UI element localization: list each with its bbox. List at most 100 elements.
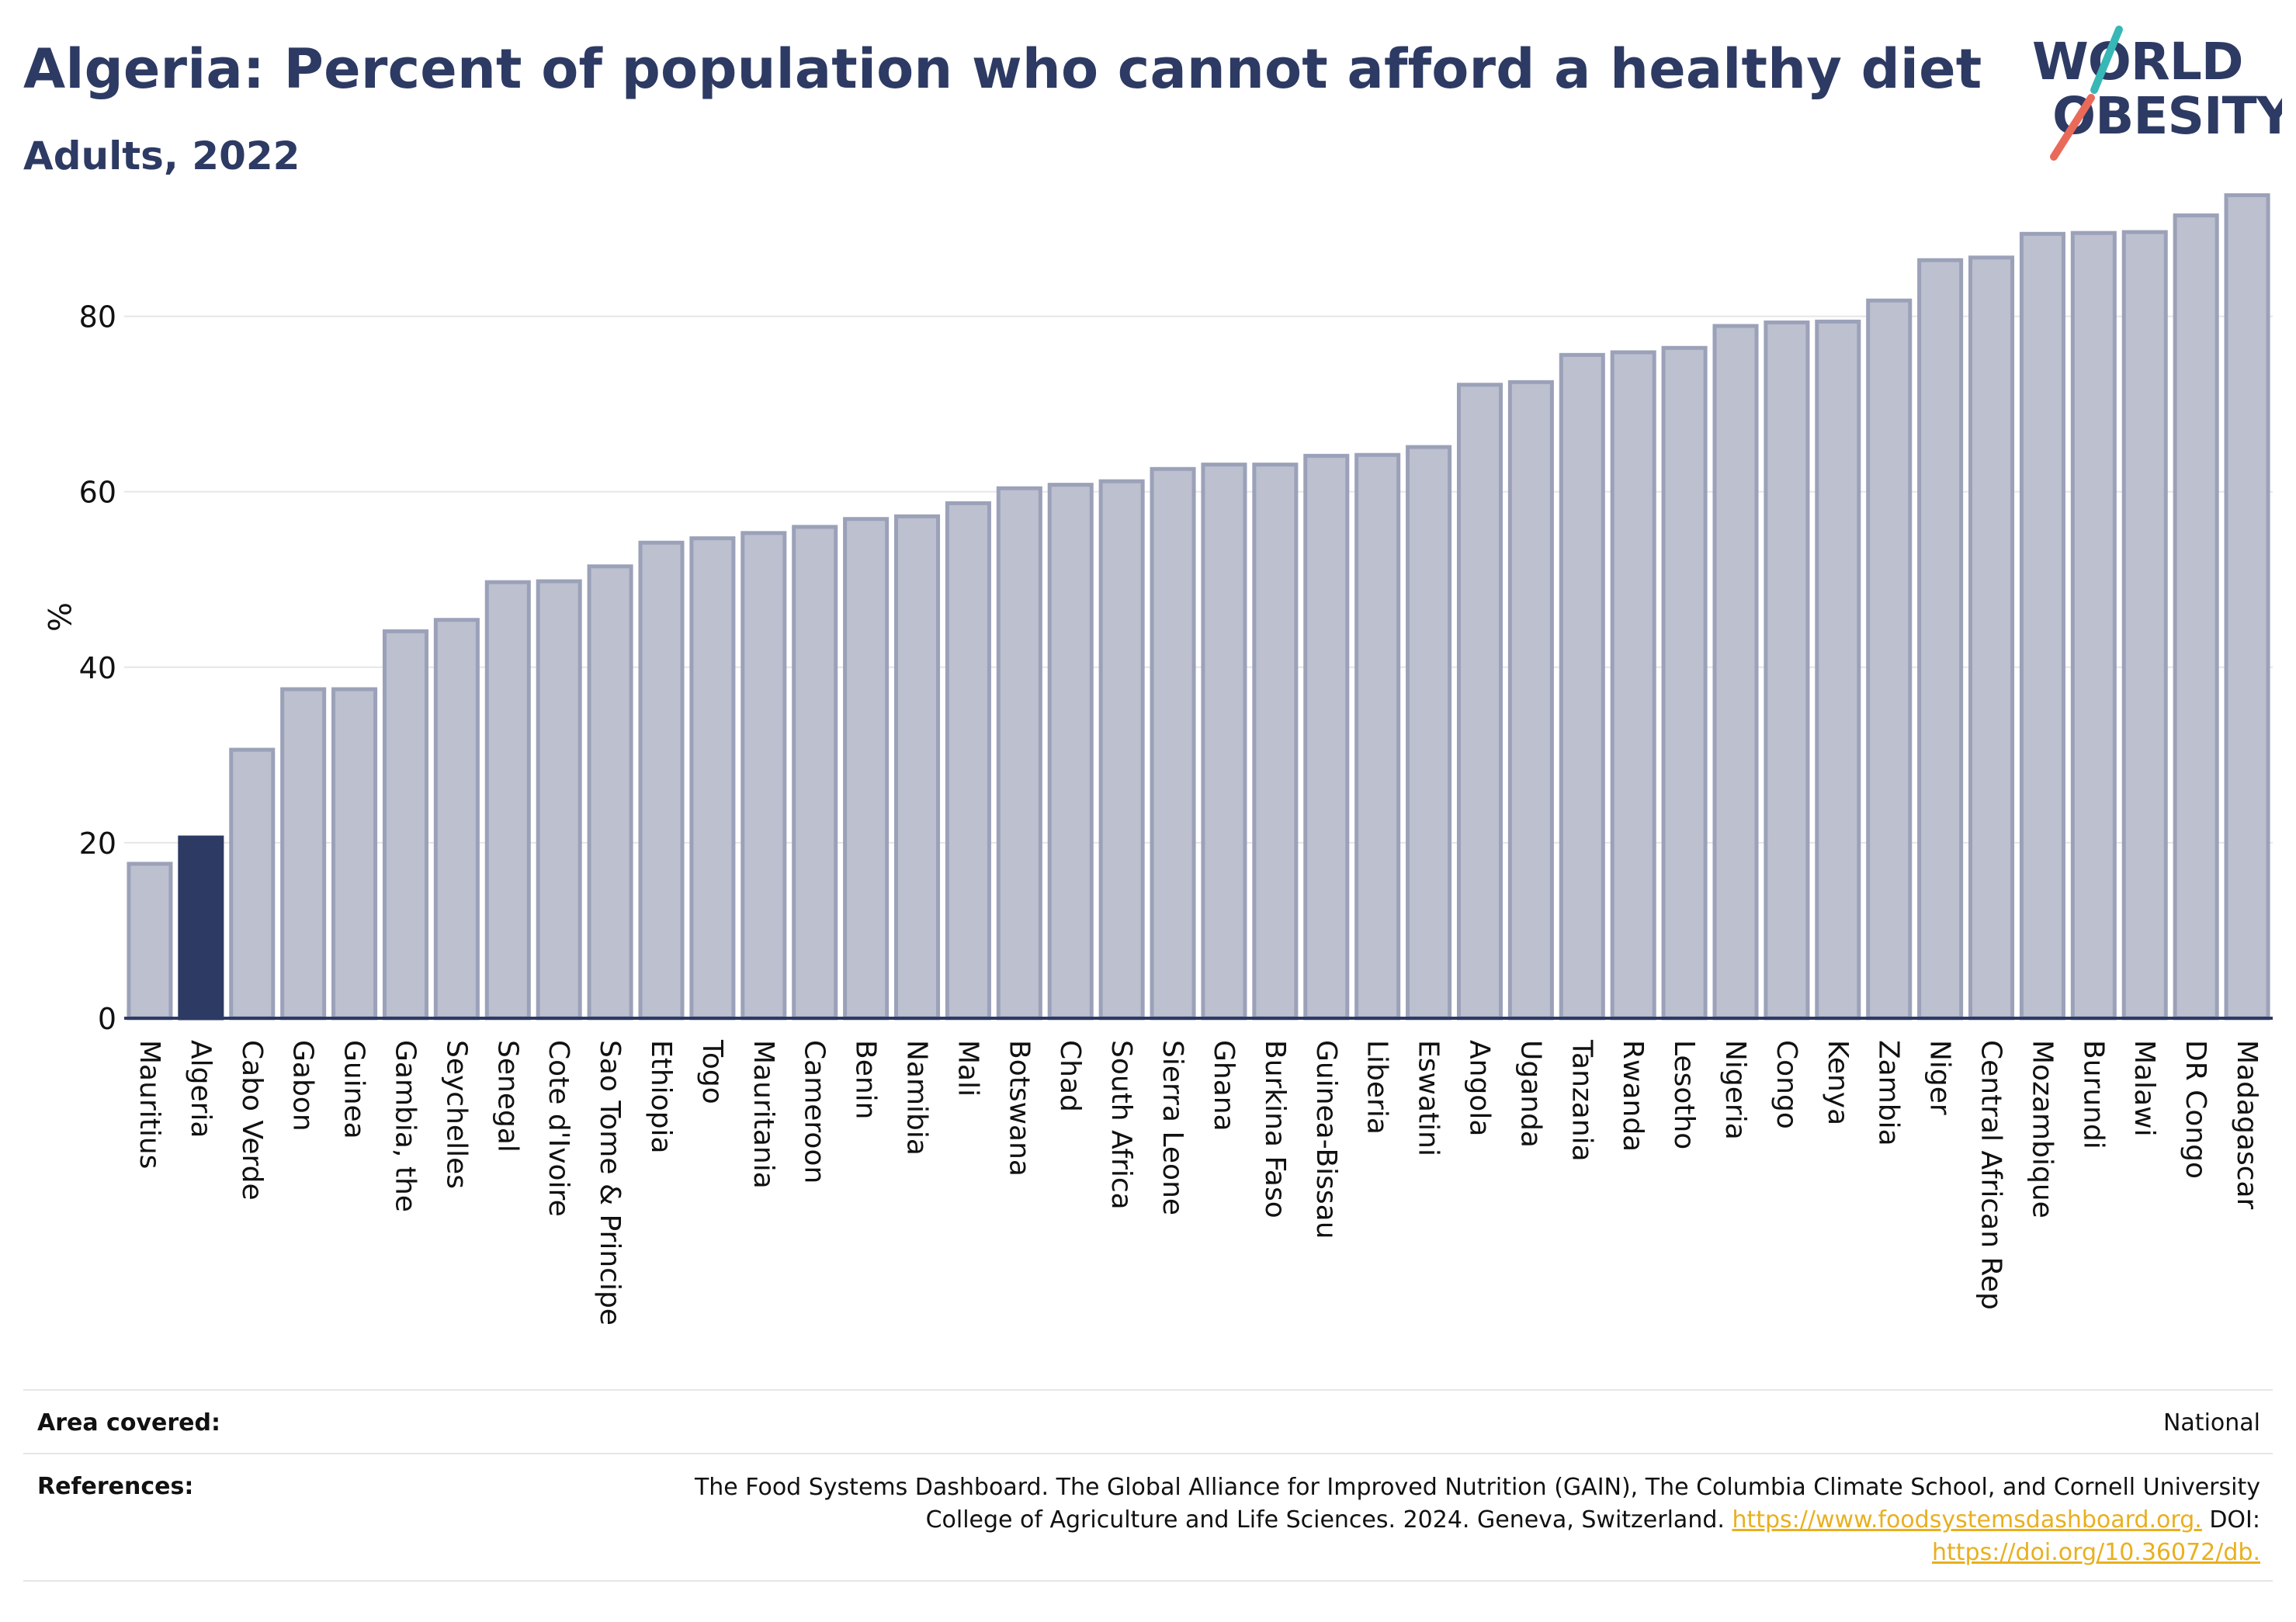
bar-mozambique[interactable] <box>2019 231 2065 1021</box>
doi-link[interactable]: https://doi.org/10.36072/db. <box>1932 1539 2260 1566</box>
x-tick-label: Benin <box>850 1040 882 1119</box>
y-tick-label: 40 <box>79 651 116 685</box>
bar-burkina-faso[interactable] <box>1252 463 1299 1021</box>
footer-divider-bottom <box>23 1580 2273 1582</box>
bar-congo[interactable] <box>1764 320 1810 1021</box>
y-tick-label: 60 <box>79 476 116 510</box>
bar-guinea-bissau[interactable] <box>1303 453 1350 1021</box>
x-tick-label: Eswatini <box>1413 1040 1445 1156</box>
x-tick-label: Angola <box>1463 1040 1495 1136</box>
x-tick-label: South Africa <box>1105 1040 1137 1210</box>
x-tick-label: Cabo Verde <box>236 1040 268 1201</box>
bar-mauritania[interactable] <box>740 531 787 1021</box>
x-tick-label: Burkina Faso <box>1259 1040 1291 1218</box>
bar-uganda[interactable] <box>1507 380 1554 1021</box>
x-tick-label: Uganda <box>1514 1040 1546 1148</box>
bar-zambia[interactable] <box>1866 298 1913 1021</box>
x-tick-label: Lesotho <box>1668 1040 1700 1149</box>
bar-central-african-rep[interactable] <box>1968 255 2015 1021</box>
bar-angola[interactable] <box>1456 383 1503 1021</box>
x-tick-label: Guinea <box>338 1040 370 1139</box>
bar-senegal[interactable] <box>484 580 531 1021</box>
chart-subtitle: Adults, 2022 <box>23 133 300 178</box>
bar-liberia[interactable] <box>1354 452 1401 1021</box>
bar-algeria[interactable] <box>178 835 224 1021</box>
x-tick-label: Rwanda <box>1617 1040 1649 1152</box>
axes: 0 20 40 60 80 Mauritius Algeria Cabo Verde Gabon… <box>79 300 2273 1326</box>
bar-madagascar[interactable] <box>2224 193 2270 1021</box>
bar-chart: 0 20 40 60 80 Mauritius Algeria Cabo Verde Gabon… <box>40 193 2273 1326</box>
x-tick-label: Gambia, the <box>389 1040 421 1212</box>
x-tick-label: Sierra Leone <box>1157 1040 1188 1215</box>
x-tick-label: Seychelles <box>440 1040 472 1189</box>
x-tick-label: Ghana <box>1208 1040 1240 1132</box>
x-tick-label: Congo <box>1771 1040 1802 1129</box>
references-label: References: <box>37 1473 194 1500</box>
x-tick-label: Botswana <box>1003 1040 1035 1177</box>
x-tick-label: Namibia <box>901 1040 933 1156</box>
x-tick-label: Chad <box>1054 1040 1086 1112</box>
bar-gabon[interactable] <box>280 687 327 1021</box>
x-tick-label: Liberia <box>1361 1040 1393 1135</box>
foodsystems-dashboard-link[interactable]: https://www.foodsystemsdashboard.org. <box>1732 1506 2202 1534</box>
area-covered-label: Area covered: <box>37 1409 220 1437</box>
bar-togo[interactable] <box>689 536 736 1021</box>
footer-divider-middle <box>23 1453 2273 1454</box>
references-body: The Food Systems Dashboard. The Global A… <box>694 1474 2260 1534</box>
chart-title: Algeria: Percent of population who canno… <box>23 37 1982 101</box>
x-tick-label: Mauritius <box>134 1040 165 1169</box>
bar-seychelles[interactable] <box>433 618 480 1021</box>
bar-niger[interactable] <box>1917 258 1964 1021</box>
bar-sierra-leone[interactable] <box>1150 466 1196 1021</box>
x-tick-label: Mauritania <box>747 1040 779 1189</box>
x-tick-label: Algeria <box>185 1040 217 1139</box>
x-tick-label: Guinea-Bissau <box>1310 1040 1342 1239</box>
bar-rwanda[interactable] <box>1610 350 1656 1021</box>
bar-south-africa[interactable] <box>1098 479 1145 1021</box>
bar-nigeria[interactable] <box>1712 324 1759 1021</box>
x-tick-label: Tanzania <box>1566 1039 1597 1162</box>
bar-malawi[interactable] <box>2121 230 2168 1021</box>
bar-cameroon[interactable] <box>792 525 838 1021</box>
footer-divider-top <box>23 1389 2273 1391</box>
bar-namibia[interactable] <box>894 514 941 1021</box>
x-tick-label: Malawi <box>2128 1040 2160 1137</box>
bar-cote-d-ivoire[interactable] <box>536 579 582 1021</box>
area-covered-value: National <box>2162 1409 2260 1437</box>
references-doi-label: DOI: <box>2209 1506 2260 1534</box>
bar-kenya[interactable] <box>1815 319 1861 1021</box>
y-tick-label: 20 <box>79 827 116 861</box>
x-tick-label: Cameroon <box>799 1040 831 1184</box>
bar-burundi[interactable] <box>2070 230 2117 1021</box>
bar-dr-congo[interactable] <box>2173 213 2219 1021</box>
bar-lesotho[interactable] <box>1661 345 1708 1021</box>
bar-botswana[interactable] <box>996 486 1042 1021</box>
x-tick-label: Burundi <box>2077 1040 2109 1149</box>
y-tick-label: 0 <box>98 1002 116 1036</box>
x-tick-label: Zambia <box>1873 1040 1905 1146</box>
bar-mauritius[interactable] <box>127 861 173 1021</box>
x-tick-label: Gabon <box>287 1040 319 1132</box>
logo-accent-stroke-top <box>2090 26 2123 94</box>
bar-cabo-verde[interactable] <box>229 747 276 1021</box>
x-tick-label: Mali <box>952 1040 983 1097</box>
bar-gambia-the[interactable] <box>382 629 428 1021</box>
x-tick-label: DR Congo <box>2180 1040 2211 1179</box>
bars <box>127 193 2270 1021</box>
y-tick-label: 80 <box>79 300 116 334</box>
bar-guinea[interactable] <box>331 687 378 1021</box>
bar-tanzania[interactable] <box>1559 352 1605 1021</box>
bar-eswatini[interactable] <box>1406 445 1452 1021</box>
bar-chad[interactable] <box>1047 483 1094 1021</box>
bar-sao-tome-principe[interactable] <box>587 564 633 1021</box>
logo-text-world: WORLD <box>2032 32 2243 92</box>
x-tick-label: Madagascar <box>2231 1040 2263 1210</box>
bar-benin[interactable] <box>843 517 890 1021</box>
bar-ethiopia[interactable] <box>638 540 685 1021</box>
references-text: The Food Systems Dashboard. The Global A… <box>615 1471 2260 1569</box>
x-tick-label: Nigeria <box>1719 1040 1751 1140</box>
bar-ghana[interactable] <box>1201 463 1247 1021</box>
x-tick-label: Sao Tome & Principe <box>594 1040 626 1326</box>
bar-mali[interactable] <box>945 501 991 1021</box>
world-obesity-logo: WORLD OBESITY <box>2032 26 2282 161</box>
